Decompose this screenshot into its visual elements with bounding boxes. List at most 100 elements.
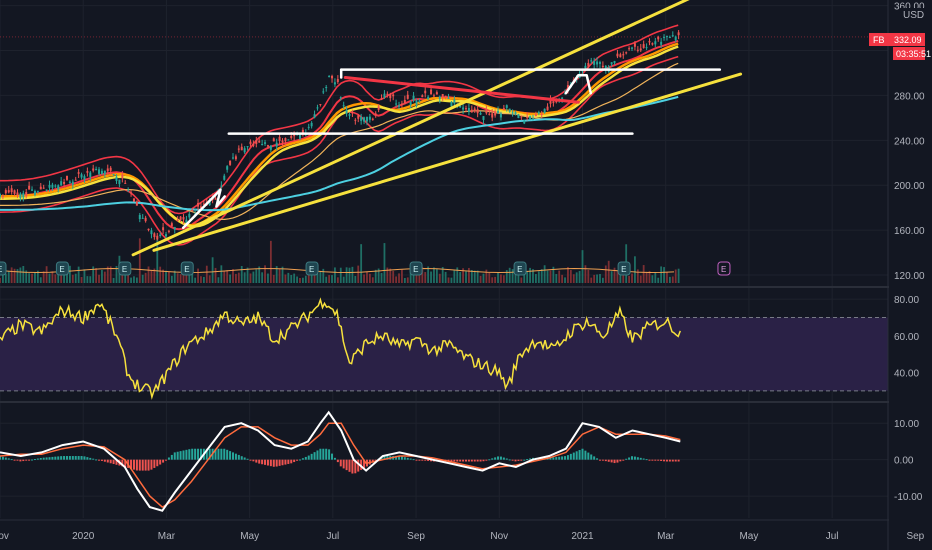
macd-histogram-bar [319,448,322,460]
candle-body [135,201,138,206]
volume-bar [319,270,322,283]
volume-bar [634,256,636,283]
macd-histogram-bar [363,459,366,469]
earnings-marker[interactable] [513,261,527,276]
volume-bar [77,266,80,283]
earnings-marker[interactable] [717,261,731,276]
volume-bar [456,267,459,283]
macd-histogram-bar [494,457,497,460]
candle-body [80,174,83,178]
macd-panel[interactable] [0,410,681,512]
volume-bar [430,271,432,283]
volume-bar [57,273,60,283]
macd-histogram-bar [65,456,68,460]
earnings-markers[interactable]: EEEEEEEEE [0,261,731,276]
trend-line-0[interactable] [131,0,703,257]
candle-body [418,100,421,102]
macd-histogram-bar [237,454,240,460]
macd-histogram-bar [631,456,634,460]
macd-histogram-bar [403,457,406,460]
candle-body [202,203,205,205]
earnings-marker[interactable] [0,261,7,276]
earnings-marker[interactable] [180,261,194,276]
pattern-drawing-6[interactable] [181,188,226,230]
candle-body [316,107,319,109]
trend-line-1[interactable] [152,72,743,252]
x-tick-label: Sep [906,531,924,542]
candle-body [622,54,625,56]
x-tick-label: 2020 [72,531,95,542]
candle-body [482,116,485,120]
candle-body [298,134,301,139]
macd-histogram-bar [558,456,561,460]
volume-bar [275,266,278,283]
macd-histogram-bar [28,459,31,461]
earnings-marker[interactable] [617,261,631,276]
volume-bar [109,266,112,283]
symbol-badge [869,33,925,46]
macd-histogram-bar [400,456,403,460]
candle-body [60,181,63,186]
macd-histogram-bar [415,459,418,461]
earnings-marker[interactable] [409,261,423,276]
macd-histogram-bar [398,456,401,460]
earnings-marker[interactable] [55,261,69,276]
volume-bar [403,277,406,283]
macd-tick-label: 0.00 [894,456,914,467]
candle-body [441,94,444,98]
macd-histogram-bar [607,459,610,462]
candle-body [240,146,243,151]
volume-bar [529,267,531,283]
macd-histogram-bar [10,459,13,461]
macd-histogram-bar [176,451,179,460]
volume-bar [269,240,272,283]
macd-histogram-bar [162,459,165,463]
earnings-marker[interactable] [118,261,132,276]
candle-body [31,189,34,191]
candle-body [494,111,497,116]
candle-body [162,227,165,231]
volume-bar [130,277,132,283]
macd-histogram-bar [54,456,57,460]
rsi-panel[interactable] [0,297,888,400]
earnings-marker[interactable] [305,261,319,276]
trend-drawings[interactable] [131,0,743,257]
band-basis-line [0,39,679,231]
candle-body [57,185,60,190]
volume-bar [526,270,529,283]
volume-bar [572,274,575,283]
candle-body [237,148,240,150]
volume-bar [546,270,549,283]
macd-histogram-bar [132,459,135,470]
x-tick-label: Jul [326,531,339,542]
volume-bar [240,265,243,283]
volume-bar [214,267,217,283]
trend-line-5[interactable] [343,76,580,104]
candle-body [406,94,409,99]
macd-histogram-bar [427,459,430,461]
candle-body [13,190,16,194]
macd-histogram-bar [456,459,459,462]
candle-body [561,97,564,100]
macd-histogram-bar [336,459,339,463]
candle-body [432,95,435,97]
macd-signal-line[interactable] [0,422,681,509]
rsi-line[interactable] [0,297,682,400]
volume-bar [584,265,587,283]
macd-histogram-bar [296,459,299,461]
volume-bar [561,274,564,283]
macd-histogram-bar [424,459,427,461]
macd-histogram-bar [325,448,328,460]
volume-bar [374,269,377,283]
pattern-drawing-7[interactable] [564,73,593,95]
candle-body [444,95,447,98]
volume-bar [482,273,485,283]
candle-body [415,100,418,105]
macd-histogram-bar [77,456,80,460]
candle-body [307,126,310,128]
candle-body [593,60,596,65]
macd-line[interactable] [0,410,681,512]
macd-histogram-bar [616,459,619,463]
